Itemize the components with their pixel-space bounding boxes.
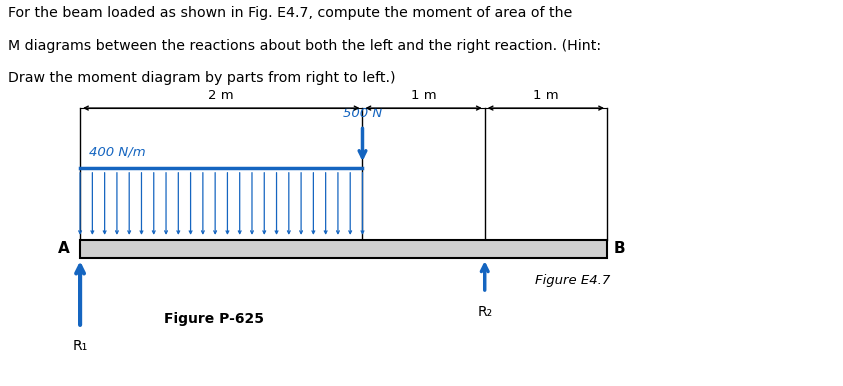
Text: Draw the moment diagram by parts from right to left.): Draw the moment diagram by parts from ri…: [8, 71, 396, 85]
Text: R₂: R₂: [477, 305, 492, 318]
Text: 1 m: 1 m: [411, 89, 437, 102]
Text: Figure P-625: Figure P-625: [164, 312, 265, 326]
Text: M diagrams between the reactions about both the left and the right reaction. (Hi: M diagrams between the reactions about b…: [8, 39, 602, 52]
Text: For the beam loaded as shown in Fig. E4.7, compute the moment of area of the: For the beam loaded as shown in Fig. E4.…: [8, 6, 572, 20]
Text: B: B: [614, 242, 626, 256]
Text: 2 m: 2 m: [208, 89, 234, 102]
Text: 1 m: 1 m: [533, 89, 559, 102]
Text: R₁: R₁: [72, 339, 88, 353]
Text: A: A: [58, 242, 70, 256]
Text: 500 N: 500 N: [343, 107, 382, 120]
Text: 400 N/m: 400 N/m: [89, 145, 145, 158]
Bar: [80, 240, 607, 258]
Text: Figure E4.7: Figure E4.7: [535, 274, 610, 287]
